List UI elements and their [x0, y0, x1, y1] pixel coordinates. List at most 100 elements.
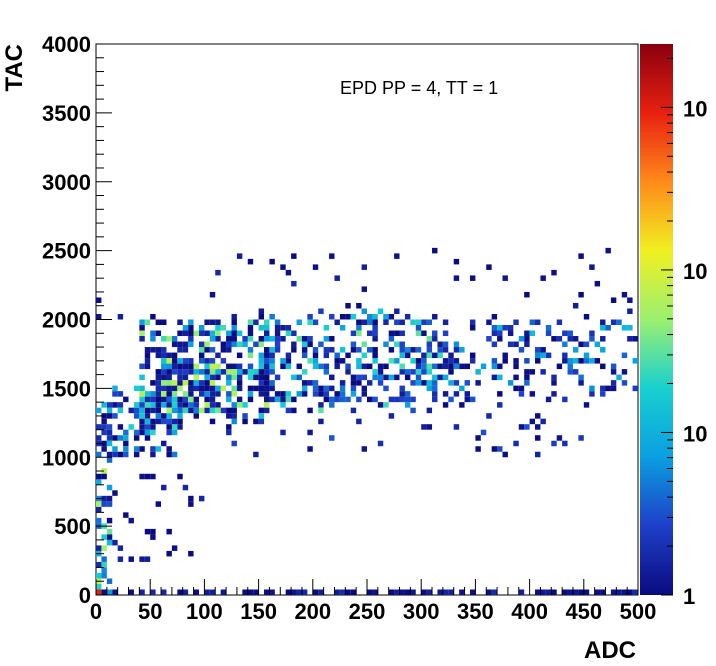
- heatmap-cell: [605, 385, 611, 392]
- heatmap-cell: [583, 358, 590, 364]
- heatmap-cell: [280, 363, 286, 370]
- heatmap-cell: [166, 336, 172, 342]
- heatmap-cell: [226, 396, 232, 403]
- heatmap-cell: [144, 402, 151, 408]
- heatmap-cell: [155, 319, 162, 326]
- heatmap-cell: [204, 402, 210, 408]
- heatmap-cell: [155, 369, 162, 375]
- heatmap-cell: [551, 391, 557, 397]
- heatmap-cell: [193, 330, 199, 337]
- heatmap-cell: [497, 391, 503, 397]
- heatmap-cell: [410, 369, 416, 375]
- heatmap-cell: [437, 341, 443, 348]
- heatmap-cell: [318, 407, 324, 414]
- heatmap-cell: [372, 330, 378, 337]
- heatmap-cell: [253, 451, 259, 458]
- heatmap-cell: [480, 363, 487, 370]
- y-tick-label: 2500: [42, 239, 91, 264]
- heatmap-cell: [139, 429, 145, 436]
- heatmap-cell: [177, 396, 183, 403]
- heatmap-cell: [296, 319, 302, 326]
- heatmap-cell: [404, 369, 411, 375]
- heatmap-cell: [166, 369, 172, 375]
- heatmap-cell: [589, 264, 595, 270]
- heatmap-cell: [150, 347, 156, 353]
- heatmap-cell: [226, 330, 232, 337]
- heatmap-cell: [339, 380, 346, 386]
- heatmap-cell: [356, 347, 362, 353]
- heatmap-cell: [410, 358, 416, 364]
- heatmap-cell: [551, 589, 557, 595]
- heatmap-cell: [291, 589, 297, 595]
- heatmap-cell: [264, 358, 270, 364]
- heatmap-cell: [226, 391, 232, 397]
- heatmap-cell: [188, 325, 194, 331]
- heatmap-cell: [182, 325, 189, 331]
- heatmap-cell: [567, 336, 573, 342]
- heatmap-cell: [215, 269, 221, 276]
- heatmap-cell: [150, 473, 156, 480]
- heatmap-cell: [161, 396, 167, 403]
- heatmap-cell: [155, 330, 162, 337]
- heatmap-cell: [556, 435, 563, 441]
- heatmap-cell: [323, 369, 330, 375]
- y-tick-label: 2000: [42, 308, 91, 333]
- heatmap-cell: [404, 402, 411, 408]
- heatmap-cell: [193, 589, 199, 595]
- heatmap-cell: [106, 402, 113, 408]
- heatmap-cell: [106, 413, 113, 419]
- heatmap-cell: [188, 341, 194, 348]
- heatmap-cell: [166, 385, 172, 392]
- heatmap-cell: [155, 413, 162, 419]
- heatmap-cell: [535, 424, 541, 430]
- heatmap-cell: [448, 363, 454, 370]
- heatmap-cell: [540, 352, 546, 359]
- heatmap-cell: [453, 258, 460, 265]
- heatmap-cell: [350, 374, 357, 381]
- heatmap-cell: [112, 385, 118, 392]
- heatmap-cell: [464, 391, 470, 397]
- heatmap-cell: [123, 446, 129, 452]
- heatmap-cell: [432, 396, 438, 403]
- heatmap-cell: [600, 319, 606, 326]
- heatmap-cell: [106, 457, 113, 463]
- heatmap-cell: [112, 490, 118, 496]
- heatmap-cell: [345, 589, 351, 595]
- heatmap-cell: [448, 589, 454, 595]
- heatmap-cell: [361, 319, 367, 326]
- heatmap-cell: [507, 380, 514, 386]
- heatmap-cell: [307, 341, 313, 348]
- heatmap-cell: [280, 358, 286, 364]
- heatmap-cell: [291, 280, 297, 287]
- heatmap-cell: [312, 352, 319, 359]
- heatmap-cell: [198, 369, 205, 375]
- heatmap-cell: [383, 319, 389, 326]
- heatmap-cell: [372, 347, 378, 353]
- colorbar-tick-label: 10: [683, 259, 707, 284]
- heatmap-cell: [177, 358, 183, 364]
- heatmap-cell: [377, 402, 384, 408]
- heatmap-cell: [193, 363, 199, 370]
- heatmap-cell: [572, 347, 579, 353]
- heatmap-cell: [106, 501, 113, 507]
- heatmap-cell: [491, 330, 498, 337]
- heatmap-cell: [540, 275, 546, 281]
- heatmap-cell: [486, 264, 492, 270]
- heatmap-cell: [475, 380, 481, 386]
- heatmap-cell: [583, 589, 590, 595]
- heatmap-cell: [161, 484, 167, 491]
- x-tick-label: 450: [565, 599, 602, 624]
- heatmap-cell: [177, 385, 183, 392]
- heatmap-cell: [177, 589, 183, 595]
- heatmap-cell: [96, 479, 102, 485]
- heatmap-cell: [133, 451, 140, 458]
- heatmap-cell: [269, 380, 275, 386]
- heatmap-cell: [562, 396, 568, 403]
- heatmap-cell: [323, 396, 330, 403]
- heatmap-cell: [269, 258, 275, 265]
- heatmap-cell: [247, 325, 254, 331]
- heatmap-cell: [231, 325, 237, 331]
- heatmap-cell: [518, 336, 525, 342]
- heatmap-cell: [198, 358, 205, 364]
- heatmap-cell: [394, 319, 400, 326]
